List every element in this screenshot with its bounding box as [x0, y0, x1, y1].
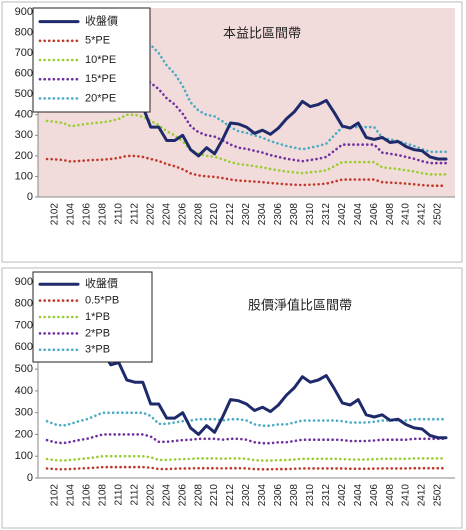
- x-tick-label: 2304: [257, 203, 268, 226]
- x-tick-label: 2304: [257, 484, 268, 507]
- x-tick-label: 2412: [417, 484, 428, 507]
- y-tick-label: 100: [15, 450, 33, 462]
- x-tick-label: 2106: [82, 484, 93, 507]
- x-tick-label: 2308: [289, 203, 300, 226]
- x-tick-label: 2208: [193, 203, 204, 226]
- x-tick-label: 2112: [129, 484, 140, 506]
- y-tick-label: 700: [15, 319, 33, 331]
- series-line: [45, 154, 448, 187]
- x-tick-label: 2502: [433, 203, 444, 226]
- legend-label: 15*PE: [85, 73, 116, 85]
- x-tick-label: 2206: [177, 484, 188, 507]
- series-line: [45, 113, 448, 176]
- y-tick-label: 600: [15, 341, 33, 353]
- x-tick-label: 2104: [66, 203, 77, 226]
- x-tick-label: 2102: [50, 203, 61, 226]
- x-tick-label: 2212: [225, 484, 236, 507]
- legend-label: 2*PB: [85, 327, 110, 339]
- chart-title: 股價淨值比區間帶: [248, 297, 352, 312]
- legend-label: 0.5*PB: [85, 295, 119, 307]
- y-tick-label: 400: [15, 385, 33, 397]
- x-tick-label: 2502: [433, 484, 444, 507]
- legend-label: 收盤價: [85, 276, 118, 290]
- legend-label: 20*PE: [85, 92, 116, 104]
- x-tick-label: 2106: [82, 203, 93, 226]
- y-tick-label: 0: [27, 191, 33, 203]
- x-tick-label: 2404: [353, 484, 364, 507]
- x-tick-label: 2302: [241, 484, 252, 507]
- legend-label: 5*PE: [85, 35, 110, 47]
- x-tick-label: 2110: [113, 203, 124, 225]
- legend-label: 1*PB: [85, 311, 110, 323]
- y-tick-label: 0: [27, 472, 33, 484]
- legend-label: 10*PE: [85, 54, 116, 66]
- series-line: [45, 31, 448, 154]
- y-tick-label: 200: [15, 428, 33, 440]
- x-tick-label: 2402: [337, 484, 348, 507]
- x-tick-label: 2310: [305, 203, 316, 226]
- chart-title: 本益比區間帶: [223, 25, 301, 40]
- x-tick-label: 2310: [305, 484, 316, 507]
- series-line: [45, 411, 448, 427]
- x-tick-label: 2204: [161, 203, 172, 226]
- x-tick-label: 2112: [129, 203, 140, 225]
- x-tick-label: 2312: [321, 484, 332, 507]
- x-tick-label: 2410: [401, 484, 412, 507]
- y-tick-label: 300: [15, 129, 33, 141]
- x-tick-label: 2306: [273, 484, 284, 507]
- y-tick-label: 800: [15, 298, 33, 310]
- y-tick-label: 500: [15, 88, 33, 100]
- x-tick-label: 2210: [209, 203, 220, 226]
- y-tick-label: 700: [15, 47, 33, 59]
- legend-label: 收盤價: [85, 14, 118, 28]
- y-tick-label: 100: [15, 170, 33, 182]
- x-tick-label: 2208: [193, 484, 204, 507]
- x-tick-label: 2402: [337, 203, 348, 226]
- x-tick-label: 2206: [177, 203, 188, 226]
- y-tick-label: 400: [15, 109, 33, 121]
- x-tick-label: 2412: [417, 203, 428, 226]
- x-tick-label: 2108: [98, 203, 109, 226]
- x-tick-label: 2202: [145, 203, 156, 226]
- x-tick-label: 2210: [209, 484, 220, 507]
- x-tick-label: 2102: [50, 484, 61, 507]
- y-tick-label: 800: [15, 26, 33, 38]
- x-tick-label: 2204: [161, 484, 172, 507]
- x-tick-label: 2408: [385, 203, 396, 226]
- y-tick-label: 300: [15, 407, 33, 419]
- y-tick-label: 500: [15, 363, 33, 375]
- y-tick-label: 200: [15, 150, 33, 162]
- x-tick-label: 2410: [401, 203, 412, 226]
- x-tick-label: 2406: [369, 203, 380, 226]
- series-line: [45, 433, 448, 445]
- series-line: [45, 337, 448, 440]
- x-tick-label: 2108: [98, 484, 109, 507]
- x-tick-label: 2312: [321, 203, 332, 226]
- x-tick-label: 2408: [385, 484, 396, 507]
- x-tick-label: 2406: [369, 484, 380, 507]
- x-tick-label: 2404: [353, 203, 364, 226]
- x-tick-label: 2110: [113, 484, 124, 506]
- x-tick-label: 2212: [225, 203, 236, 226]
- x-tick-label: 2104: [66, 484, 77, 507]
- x-tick-label: 2308: [289, 484, 300, 507]
- y-tick-label: 600: [15, 68, 33, 80]
- y-tick-label: 900: [15, 6, 33, 18]
- legend-label: 3*PB: [85, 344, 110, 356]
- y-tick-label: 900: [15, 276, 33, 288]
- x-tick-label: 2202: [145, 484, 156, 507]
- x-tick-label: 2302: [241, 203, 252, 226]
- x-tick-label: 2306: [273, 203, 284, 226]
